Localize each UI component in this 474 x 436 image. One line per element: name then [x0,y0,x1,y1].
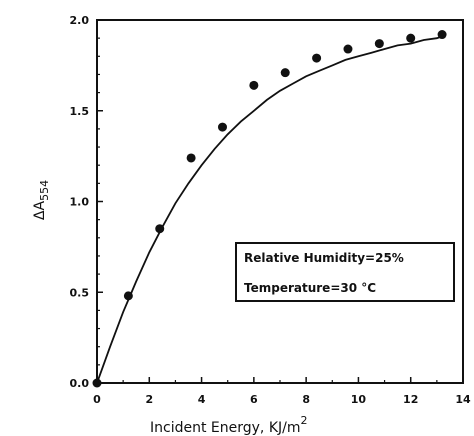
legend-frame [235,242,455,302]
x-tick-label: 10 [351,393,367,406]
x-tick-label: 2 [145,393,153,406]
x-tick-label: 6 [250,393,258,406]
legend-temperature: Temperature=30 °C [244,281,376,295]
y-axis-ticks: 0.0 0.5 1.0 1.5 2.0 [70,14,103,390]
data-point [406,33,416,43]
data-point [217,122,227,132]
data-point [155,224,165,234]
x-tick-label: 8 [302,393,310,406]
y-axis-title: ΔA554 [32,180,51,220]
x-axis-ticks: 0 2 4 6 8 10 12 14 [93,377,471,406]
plot-frame [96,19,464,384]
y-tick-label: 0.0 [70,377,90,390]
y-tick-label: 2.0 [70,14,90,27]
data-point [280,68,290,78]
data-point [374,39,384,49]
data-point [437,30,447,40]
x-tick-label: 4 [198,393,206,406]
data-point [123,291,133,301]
x-tick-label: 14 [455,393,471,406]
y-tick-label: 1.5 [70,105,90,118]
legend-box: Relative Humidity=25% Temperature=30 °C [235,242,455,302]
data-point [343,44,353,54]
data-point [92,378,102,388]
data-point [186,153,196,163]
y-tick-label: 0.5 [70,286,90,299]
data-points [92,30,447,388]
fit-curve-line [96,35,443,384]
x-tick-label: 0 [93,393,101,406]
x-axis-title: Incident Energy, KJ/m2 [150,414,307,436]
y-tick-label: 1.0 [70,196,90,209]
data-point [312,53,322,63]
data-point [249,80,259,90]
x-tick-label: 12 [403,393,418,406]
legend-humidity: Relative Humidity=25% [244,251,404,265]
